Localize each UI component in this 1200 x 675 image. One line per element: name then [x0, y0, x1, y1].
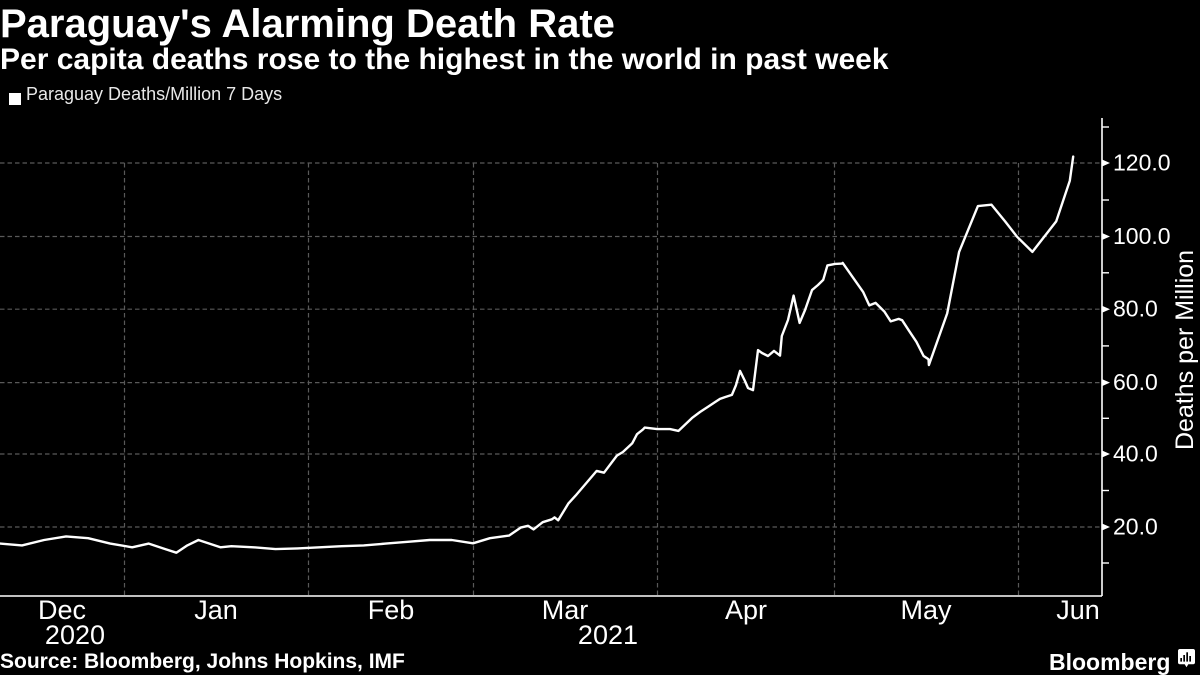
svg-text:May: May [900, 595, 952, 625]
svg-text:2020: 2020 [45, 620, 105, 650]
svg-text:120.0: 120.0 [1113, 149, 1171, 175]
svg-text:Feb: Feb [368, 595, 415, 625]
svg-text:2021: 2021 [578, 620, 638, 650]
svg-text:60.0: 60.0 [1113, 369, 1158, 395]
svg-text:Jan: Jan [194, 595, 238, 625]
svg-text:20.0: 20.0 [1113, 513, 1158, 539]
svg-text:100.0: 100.0 [1113, 223, 1171, 249]
svg-text:40.0: 40.0 [1113, 440, 1158, 466]
svg-text:Apr: Apr [725, 595, 767, 625]
svg-text:Jun: Jun [1056, 595, 1100, 625]
svg-text:Deaths per Million: Deaths per Million [1171, 250, 1199, 450]
svg-text:80.0: 80.0 [1113, 296, 1158, 322]
